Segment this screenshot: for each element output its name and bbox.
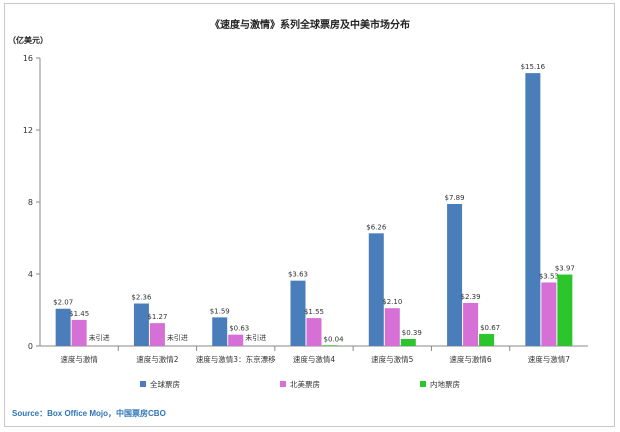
y-tick-label: 16 (23, 54, 33, 63)
bar (212, 317, 228, 346)
bar (306, 318, 322, 346)
bar (384, 308, 400, 346)
data-label: $0.39 (402, 329, 422, 337)
chart-title: 《速度与激情》系列全球票房及中美市场分布 (210, 18, 410, 31)
legend-label: 北美票房 (290, 379, 320, 389)
data-label: 未引进 (167, 333, 188, 342)
y-axis-label: （亿美元） (8, 35, 48, 45)
bar (228, 334, 244, 346)
x-tick-label: 速度与激情5 (371, 354, 413, 364)
bar (463, 302, 479, 346)
legend: 全球票房 北美票房 内地票房 (140, 379, 460, 389)
bar (290, 280, 306, 346)
y-tick-label: 4 (28, 270, 33, 279)
legend-label: 全球票房 (150, 379, 180, 389)
axes: 0 4 8 12 16 速度与激情 速度与激情2 速度与激情3：东京漂移 速度与激情4 速度与激情… (23, 54, 588, 364)
legend-swatch (280, 381, 286, 387)
data-label: $1.27 (147, 313, 167, 321)
data-label: $0.04 (324, 335, 345, 343)
data-label: $1.55 (304, 308, 324, 316)
data-label: $1.59 (210, 307, 230, 315)
bar (525, 73, 541, 347)
bar (400, 338, 416, 346)
data-label: $0.67 (480, 324, 500, 332)
data-label: $0.63 (229, 325, 249, 333)
x-tick-label: 速度与激情4 (293, 354, 335, 364)
bar (149, 323, 165, 346)
bar (368, 233, 384, 346)
data-label: 未引进 (89, 333, 110, 342)
y-tick-label: 8 (28, 198, 33, 207)
legend-swatch (140, 381, 146, 387)
x-tick-label: 速度与激情 (60, 354, 98, 364)
bar (447, 203, 463, 346)
x-tick-label: 速度与激情3：东京漂移 (196, 354, 276, 364)
x-tick-label: 速度与激情2 (136, 354, 178, 364)
legend-label: 内地票房 (430, 379, 460, 389)
data-label: $3.63 (288, 271, 308, 279)
bar (479, 333, 495, 346)
x-tick-label: 速度与激情6 (449, 354, 491, 364)
chart-frame (4, 3, 615, 427)
source-note: Source：Box Office Mojo，中国票房CBO (12, 409, 166, 418)
data-label: 未引进 (245, 333, 266, 342)
data-label: $3.97 (555, 265, 575, 273)
data-label: $2.39 (461, 293, 481, 301)
data-label: $6.26 (366, 223, 387, 231)
data-label: $2.07 (53, 299, 73, 307)
bar (557, 274, 573, 346)
bar (541, 282, 557, 346)
y-tick-label: 12 (23, 126, 33, 135)
x-tick-label: 速度与激情7 (528, 354, 570, 364)
data-label: $1.45 (69, 310, 89, 318)
legend-swatch (420, 381, 426, 387)
bar (133, 303, 149, 346)
bar (71, 319, 87, 346)
y-tick-label: 0 (28, 342, 33, 351)
data-label: $2.10 (382, 298, 402, 306)
data-label: $3.53 (539, 272, 559, 280)
data-label: $2.36 (131, 294, 152, 302)
bar (322, 345, 338, 346)
bar (55, 308, 71, 346)
data-label: $7.89 (445, 194, 465, 202)
bars: $2.07$1.45未引进$2.36$1.27未引进$1.59$0.63未引进$… (53, 63, 575, 347)
data-label: $15.16 (521, 63, 546, 71)
